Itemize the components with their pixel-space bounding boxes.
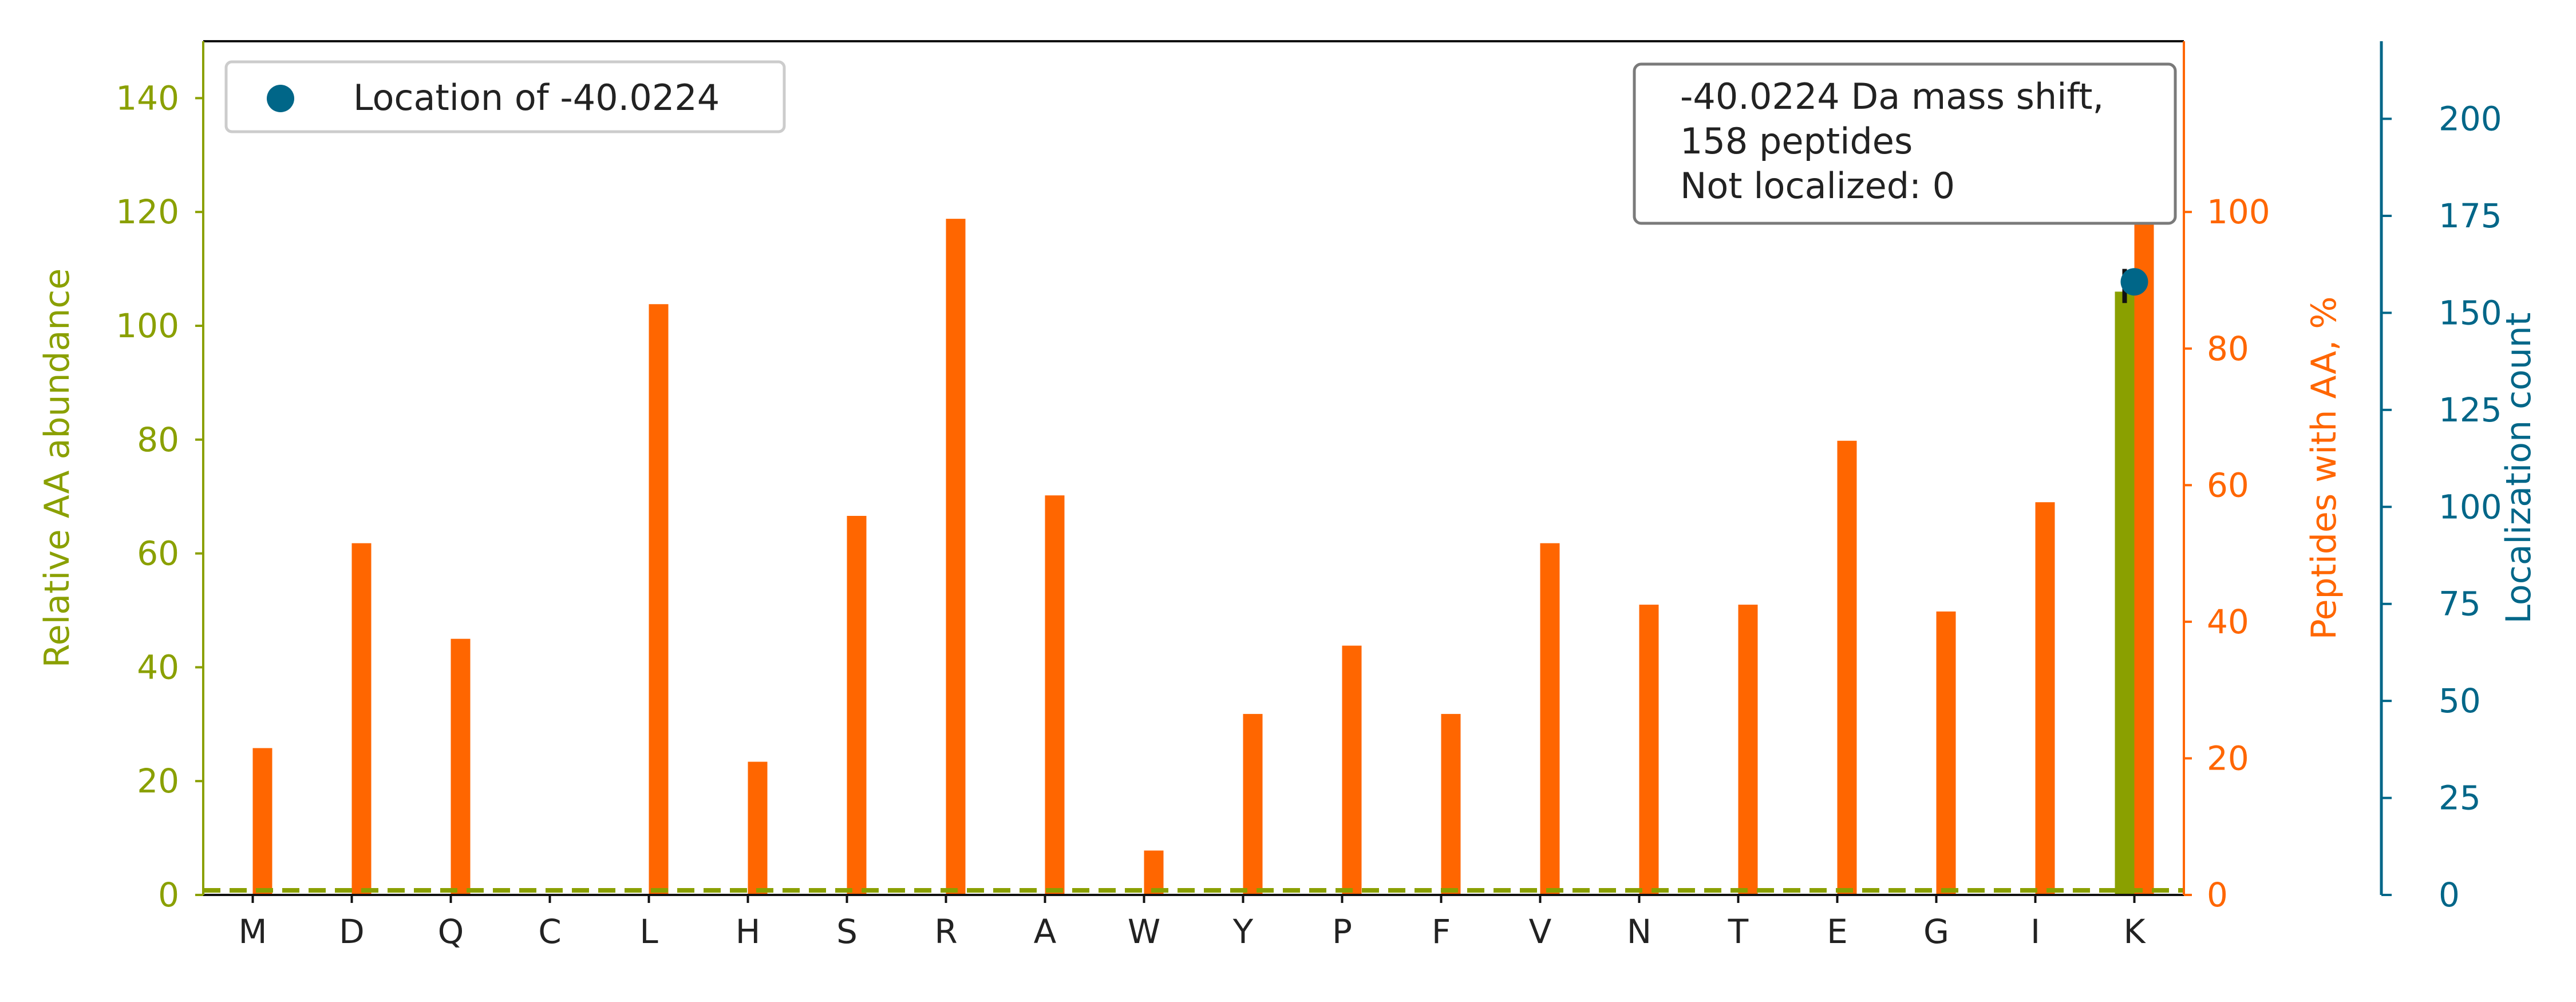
far-right-tick-label: 150 bbox=[2439, 293, 2502, 332]
points-layer bbox=[2120, 268, 2148, 296]
bars-layer bbox=[252, 212, 2154, 896]
bar-peptides-F bbox=[1441, 713, 1461, 895]
annotation-frame bbox=[1633, 62, 2177, 225]
x-tick-label: Y bbox=[1232, 912, 1254, 951]
bar-peptides-Q bbox=[451, 638, 471, 895]
x-tick-label: K bbox=[2123, 912, 2146, 951]
right-tick-label: 60 bbox=[2207, 466, 2249, 504]
left-tick-label: 20 bbox=[137, 762, 179, 800]
bar-abundance-K bbox=[2115, 291, 2135, 895]
x-tick-label: R bbox=[934, 912, 957, 951]
annotation-line: Not localized: 0 bbox=[1680, 165, 1955, 207]
x-tick-label: P bbox=[1332, 912, 1352, 951]
left-tick-label: 120 bbox=[116, 192, 179, 231]
left-tick-label: 80 bbox=[137, 420, 179, 459]
bar-peptides-G bbox=[1936, 611, 1956, 895]
x-tick-label: T bbox=[1728, 912, 1749, 951]
bar-peptides-D bbox=[351, 543, 372, 895]
x-tick-label: A bbox=[1034, 912, 1057, 951]
left-tick-label: 100 bbox=[116, 306, 179, 345]
x-tick-label: F bbox=[1432, 912, 1451, 951]
far-right-tick-label: 50 bbox=[2439, 681, 2481, 720]
bar-peptides-V bbox=[1540, 543, 1560, 895]
location-point bbox=[2120, 268, 2148, 296]
right-tick-label: 0 bbox=[2207, 875, 2228, 914]
x-tick-label: I bbox=[2030, 912, 2040, 951]
x-tick-label: D bbox=[339, 912, 365, 951]
bar-peptides-P bbox=[1342, 645, 1362, 895]
x-tick-label: N bbox=[1627, 912, 1652, 951]
left-tick-label: 40 bbox=[137, 648, 179, 687]
annotation-line: -40.0224 Da mass shift, bbox=[1680, 76, 2104, 117]
bar-peptides-H bbox=[748, 762, 768, 895]
legend: Location of -40.0224 bbox=[224, 60, 786, 133]
bar-peptides-W bbox=[1144, 850, 1164, 895]
axes-layer bbox=[202, 40, 2383, 896]
right-axis-title: Peptides with AA, % bbox=[2304, 297, 2344, 640]
legend-label: Location of -40.0224 bbox=[353, 77, 720, 119]
bar-peptides-Y bbox=[1243, 713, 1263, 895]
legend-marker bbox=[267, 85, 294, 112]
bar-peptides-R bbox=[946, 219, 966, 896]
annotation-box: -40.0224 Da mass shift, 158 peptides Not… bbox=[1633, 62, 2177, 225]
right-tick-label: 80 bbox=[2207, 329, 2249, 368]
far-right-tick-label: 0 bbox=[2439, 875, 2460, 914]
legend-box bbox=[224, 60, 786, 133]
left-tick-label: 140 bbox=[116, 78, 179, 117]
bar-peptides-L bbox=[649, 304, 669, 895]
far-right-tick-label: 175 bbox=[2439, 196, 2502, 235]
right-tick-label: 20 bbox=[2207, 739, 2249, 778]
right-tick-label: 100 bbox=[2207, 192, 2270, 231]
far-right-tick-label: 125 bbox=[2439, 390, 2502, 429]
bar-peptides-T bbox=[1738, 605, 1758, 895]
bar-peptides-K bbox=[2134, 212, 2154, 896]
left-tick-label: 0 bbox=[158, 875, 179, 914]
left-tick-label: 60 bbox=[137, 534, 179, 573]
far-right-tick-label: 75 bbox=[2439, 585, 2481, 624]
x-tick-label: V bbox=[1529, 912, 1552, 951]
far-right-tick-label: 25 bbox=[2439, 779, 2481, 818]
bar-peptides-N bbox=[1639, 605, 1659, 895]
bar-peptides-I bbox=[2035, 502, 2055, 895]
left-axis-title: Relative AA abundance bbox=[37, 269, 77, 668]
x-tick-label: E bbox=[1827, 912, 1848, 951]
x-tick-label: L bbox=[639, 912, 658, 951]
annotation-line: 158 peptides bbox=[1680, 120, 1913, 162]
x-tick-label: W bbox=[1128, 912, 1160, 951]
bar-peptides-E bbox=[1837, 440, 1857, 895]
x-tick-label: M bbox=[238, 912, 267, 951]
x-tick-label: H bbox=[736, 912, 761, 951]
x-tick-label: S bbox=[836, 912, 858, 951]
bar-peptides-A bbox=[1045, 495, 1065, 895]
right-tick-label: 40 bbox=[2207, 602, 2249, 641]
x-tick-label: G bbox=[1923, 912, 1949, 951]
bar-peptides-M bbox=[252, 748, 272, 895]
bar-peptides-S bbox=[847, 515, 867, 895]
x-tick-label: Q bbox=[438, 912, 464, 951]
far-right-tick-label: 100 bbox=[2439, 487, 2502, 526]
far-right-axis-title: Localization count bbox=[2499, 313, 2539, 624]
x-tick-label: C bbox=[538, 912, 562, 951]
far-right-tick-label: 200 bbox=[2439, 100, 2502, 139]
ticks-layer: 0 20 40 60 80 100 120 140 0 20 40 60 80 100 0 25 50 75 100… bbox=[116, 78, 2502, 951]
